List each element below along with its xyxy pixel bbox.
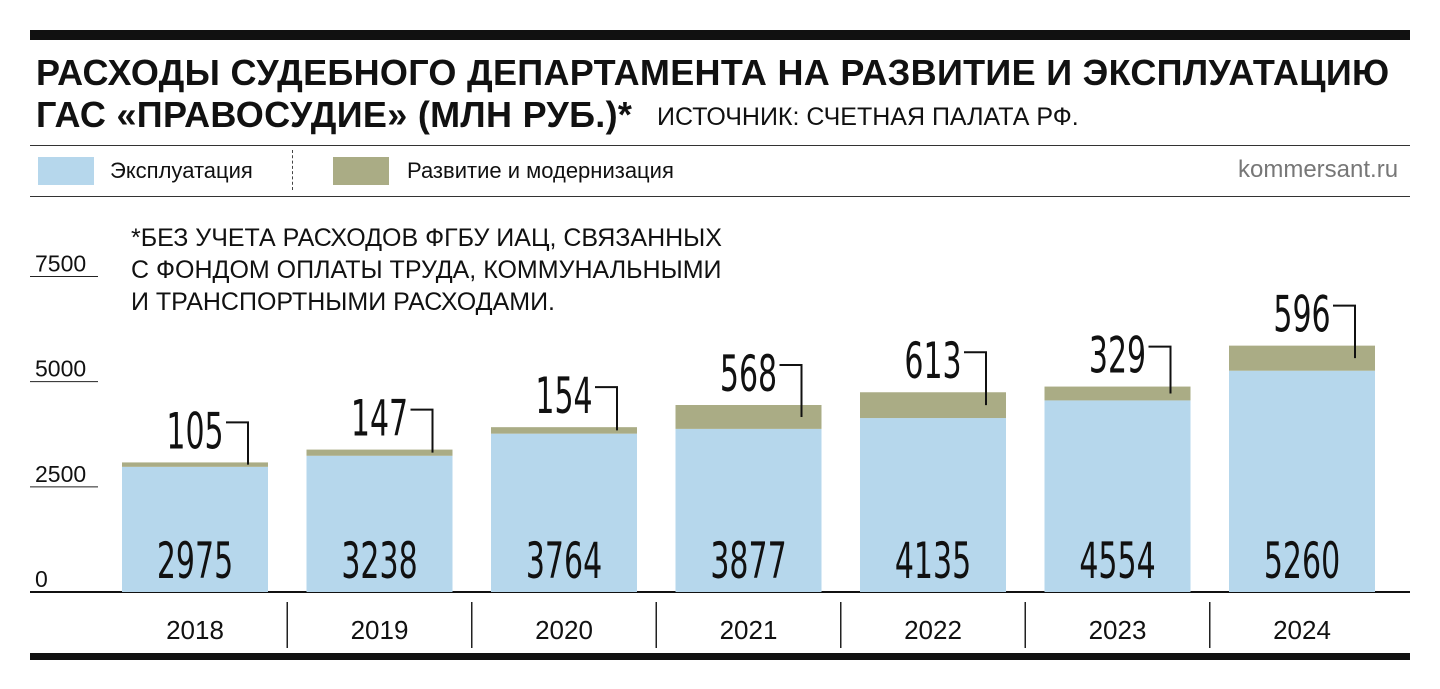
bar-development (1044, 386, 1191, 401)
bar-exploitation (491, 433, 637, 592)
legend-top-rule (30, 145, 1410, 146)
chart-title-line-1: РАСХОДЫ СУДЕБНОГО ДЕПАРТАМЕНТА НА РАЗВИТ… (36, 52, 1390, 93)
leader-line (1333, 304, 1356, 359)
y-tick-label: 7500 (35, 250, 86, 276)
legend-swatch-exploitation (38, 157, 94, 185)
legend-swatch-development (333, 157, 389, 185)
legend-bottom-rule (30, 196, 1410, 197)
bar-exploitation (306, 455, 453, 592)
bar-exploitation (1229, 370, 1375, 592)
legend-label-development: Развитие и модернизация (407, 158, 674, 183)
y-tick-label: 5000 (35, 356, 86, 382)
x-tick-label: 2020 (535, 615, 593, 645)
bar-exploitation (675, 428, 822, 592)
bar-development (675, 404, 822, 429)
data-label-development: 596 (1273, 286, 1330, 344)
bar-development (306, 449, 453, 456)
data-label-development: 613 (904, 332, 961, 390)
x-tick-label: 2018 (166, 615, 224, 645)
data-label-exploitation: 5260 (1264, 532, 1340, 590)
data-label-development: 147 (351, 390, 408, 448)
data-label-exploitation: 3238 (341, 532, 417, 590)
bottom-rule (30, 653, 1410, 660)
x-tick-label: 2022 (904, 615, 962, 645)
footnote-line-1: *БЕЗ УЧЕТА РАСХОДОВ ФГБУ ИАЦ, СВЯЗАННЫХ (131, 224, 722, 252)
leader-line (226, 421, 249, 465)
legend-separator (292, 150, 293, 190)
legend-label-exploitation: Эксплуатация (110, 158, 253, 183)
site-credit: kommersant.ru (1238, 156, 1399, 183)
x-tick-label: 2023 (1089, 615, 1147, 645)
leader-line (410, 408, 434, 453)
bar-development (491, 427, 637, 434)
data-label-development: 568 (720, 345, 777, 403)
data-label-exploitation: 2975 (157, 532, 233, 590)
bar-exploitation (1044, 400, 1191, 592)
bar-development (122, 462, 268, 467)
y-tick-label: 0 (35, 566, 48, 592)
data-label-exploitation: 3764 (526, 532, 602, 590)
data-label-development: 329 (1089, 326, 1146, 384)
x-tick-label: 2024 (1273, 615, 1331, 645)
data-label-development: 105 (166, 402, 223, 460)
leader-line (1148, 345, 1172, 394)
x-tick-label: 2019 (351, 615, 409, 645)
footnote: *БЕЗ УЧЕТА РАСХОДОВ ФГБУ ИАЦ, СВЯЗАННЫХ … (131, 222, 722, 318)
top-rule (30, 30, 1410, 40)
source-note: ИСТОЧНИК: СЧЕТНАЯ ПАЛАТА РФ. (657, 103, 1079, 131)
data-label-exploitation: 4554 (1079, 532, 1155, 590)
data-label-exploitation: 4135 (895, 532, 971, 590)
leader-line (779, 363, 803, 417)
bar-exploitation (860, 418, 1006, 592)
leader-line (595, 386, 618, 431)
leader-line (964, 351, 987, 406)
chart-title-line-2: ГАС «ПРАВОСУДИЕ» (МЛН РУБ.)* (36, 94, 633, 135)
x-tick-label: 2021 (720, 615, 778, 645)
bar-exploitation (122, 466, 268, 592)
bar-development (860, 392, 1006, 419)
y-tick-label: 2500 (35, 461, 86, 487)
footnote-line-3: И ТРАНСПОРТНЫМИ РАСХОДАМИ. (131, 288, 555, 316)
footnote-line-2: С ФОНДОМ ОПЛАТЫ ТРУДА, КОММУНАЛЬНЫМИ (131, 256, 722, 284)
data-label-development: 154 (535, 367, 592, 425)
data-label-exploitation: 3877 (710, 532, 786, 590)
bar-development (1229, 345, 1375, 371)
